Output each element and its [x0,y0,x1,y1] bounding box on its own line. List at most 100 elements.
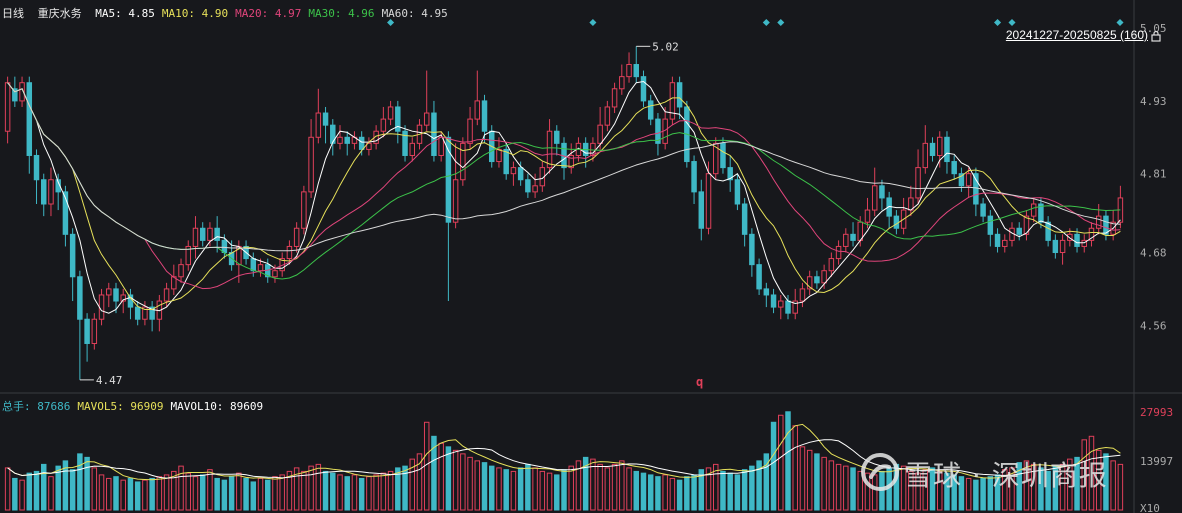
volume-bar[interactable] [272,476,278,511]
candle-body[interactable] [358,136,365,150]
candle-body[interactable] [532,185,538,193]
candle-body[interactable] [1038,203,1044,223]
candle-body[interactable] [33,154,40,181]
candle-body[interactable] [951,161,957,175]
volume-bar[interactable] [77,453,83,511]
candle-body[interactable] [1088,227,1095,241]
volume-bar[interactable] [1059,463,1066,511]
volume-bar[interactable] [445,446,452,511]
volume-bar[interactable] [301,470,307,511]
candle-body[interactable] [756,264,762,290]
candle-body[interactable] [973,173,979,205]
volume-bar[interactable] [19,479,25,511]
volume-bar[interactable] [684,476,690,511]
candle-body[interactable] [1030,203,1037,217]
candle-body[interactable] [387,106,394,120]
volume-bar[interactable] [640,472,647,511]
candle-body[interactable] [1095,215,1102,229]
candle-body[interactable] [344,136,350,144]
lock-icon[interactable] [1150,30,1162,42]
candle-body[interactable] [647,100,654,120]
candle-body[interactable] [835,245,842,260]
volume-bar[interactable] [915,472,921,511]
volume-bar[interactable] [937,470,943,511]
volume-bar[interactable] [315,463,322,511]
candle-body[interactable] [1059,239,1066,254]
volume-bar[interactable] [575,460,582,511]
volume-bar[interactable] [814,453,820,511]
volume-bar[interactable] [185,472,191,511]
volume-bar[interactable] [395,467,401,511]
volume-bar[interactable] [416,453,423,511]
volume-bar[interactable] [590,458,596,511]
candle-body[interactable] [850,233,856,241]
volume-bar[interactable] [604,467,611,511]
volume-bar[interactable] [250,481,257,511]
volume-bar[interactable] [1038,467,1044,511]
candle-body[interactable] [214,227,220,241]
candle-body[interactable] [828,258,835,272]
candle-body[interactable] [257,264,264,272]
volume-bar[interactable] [1030,463,1037,511]
volume-bar[interactable] [1095,449,1102,511]
candle-body[interactable] [250,258,257,272]
volume-bar[interactable] [1081,439,1087,511]
candle-body[interactable] [445,136,452,223]
candle-body[interactable] [510,167,517,175]
candle-body[interactable] [770,294,777,308]
candle-body[interactable] [134,306,141,320]
candle-body[interactable] [322,112,329,126]
volume-bar[interactable] [452,449,459,511]
event-marker-icon[interactable] [1116,18,1124,27]
candle-body[interactable] [879,185,885,199]
volume-bar[interactable] [279,474,285,511]
volume-bar[interactable] [749,465,755,511]
volume-bar[interactable] [908,470,914,511]
volume-bar[interactable] [481,462,488,511]
volume-bar[interactable] [12,477,18,511]
candle-body[interactable] [467,118,473,144]
candle-body[interactable] [293,227,300,247]
volume-bar[interactable] [171,470,177,511]
candle-body[interactable] [48,179,54,205]
volume-bar[interactable] [293,467,300,511]
candle-body[interactable] [185,245,191,266]
candle-body[interactable] [929,142,936,156]
candle-body[interactable] [597,124,603,144]
candle-body[interactable] [958,173,965,187]
volume-bar[interactable] [344,476,350,511]
candle-body[interactable] [720,142,726,169]
volume-bar[interactable] [351,474,358,511]
volume-bar[interactable] [561,469,567,511]
candle-body[interactable] [1081,239,1087,247]
candle-body[interactable] [568,154,574,169]
volume-bar[interactable] [322,470,329,511]
volume-bar[interactable] [366,476,372,511]
volume-bar[interactable] [1009,467,1015,511]
candle-body[interactable] [987,215,994,235]
candle-body[interactable] [669,82,676,120]
volume-bar[interactable] [192,476,199,511]
volume-bar[interactable] [676,479,683,511]
volume-bar[interactable] [929,467,936,511]
candle-body[interactable] [26,82,33,156]
candle-body[interactable] [84,318,90,344]
candle-body[interactable] [546,130,553,169]
volume-bar[interactable] [84,456,90,511]
candle-body[interactable] [821,270,827,284]
volume-bar[interactable] [517,467,524,511]
volume-bar[interactable] [33,470,40,511]
candle-body[interactable] [713,142,719,175]
volume-bar[interactable] [1103,453,1109,511]
candle-body[interactable] [91,318,98,344]
candle-body[interactable] [655,118,661,144]
volume-bar[interactable] [257,477,264,511]
date-range-label[interactable]: 20241227-20250825 (160) [1005,28,1148,42]
volume-bar[interactable] [828,460,835,511]
candle-body[interactable] [691,161,697,193]
volume-bar[interactable] [741,469,748,511]
period-label[interactable]: 日线 [2,7,24,20]
candle-body[interactable] [806,276,813,290]
volume-bar[interactable] [134,481,141,511]
volume-bar[interactable] [221,479,228,511]
